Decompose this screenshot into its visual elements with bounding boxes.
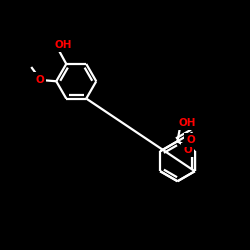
Text: O: O	[184, 145, 192, 155]
Text: OH: OH	[179, 118, 196, 128]
Text: O: O	[35, 74, 44, 85]
Text: O: O	[186, 135, 195, 145]
Text: OH: OH	[54, 40, 72, 50]
